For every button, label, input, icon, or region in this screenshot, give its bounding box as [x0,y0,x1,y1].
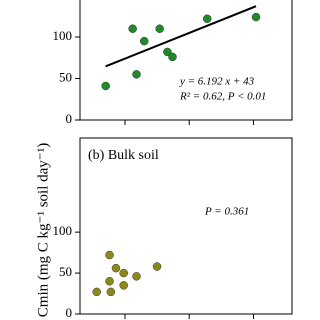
point [163,47,172,57]
plot-frame [79,137,293,315]
y-tick-label: 50 [59,69,72,84]
point [132,70,141,79]
point [139,36,149,46]
panel-label: (b) Bulk soil [88,148,159,163]
point [132,272,141,281]
point [119,268,128,278]
plot-frame [79,0,293,121]
point [155,24,164,33]
point [111,263,121,273]
point [168,52,177,62]
point [152,262,162,271]
annotation: P = 0.361 [204,206,249,218]
point [128,24,137,33]
y-tick-label: 50 [59,264,72,279]
annotation: y = 6.192 x + 43 [179,76,255,88]
point [106,287,116,297]
y-tick-label: 0 [66,305,73,320]
point [119,281,128,290]
point [251,12,261,22]
point [105,277,114,286]
y-axis-label: Cmin (mg C kg⁻¹ soil day⁻¹) [35,143,51,317]
annotation: R² = 0.62, P < 0.01 [179,91,266,103]
point [105,250,114,260]
point [92,287,101,297]
point [202,14,212,23]
regression-line [105,5,257,68]
y-tick-label: 100 [53,28,73,43]
y-tick-label: 100 [53,223,73,238]
y-tick-label: 0 [66,111,73,126]
point [101,81,110,91]
